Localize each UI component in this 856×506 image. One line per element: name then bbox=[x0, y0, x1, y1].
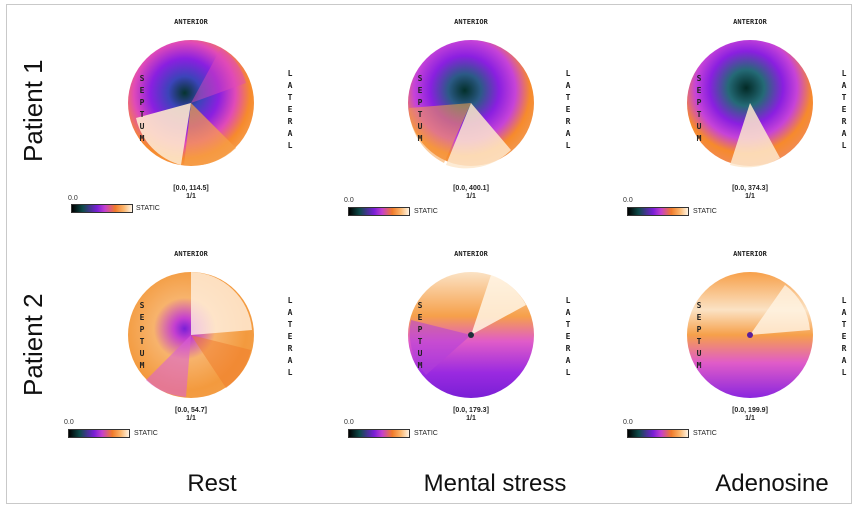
scale-min-value: 0.0 bbox=[623, 419, 633, 426]
polar-map-panel: ANTERIOR SEPTUM LATERAL [0.0, 400.1] 1/1… bbox=[344, 18, 570, 228]
row-label-patient-1: Patient 1 bbox=[18, 59, 48, 162]
anterior-label: ANTERIOR bbox=[454, 18, 488, 26]
scale-min-value: 0.0 bbox=[68, 195, 78, 202]
septum-label: SEPTUM bbox=[139, 74, 145, 143]
colorbar-caption: STATIC bbox=[134, 430, 158, 437]
polar-map-panel: ANTERIOR SEPTUM LATERAL [0.0, 54.7] 1/1 … bbox=[64, 250, 292, 460]
anterior-label: ANTERIOR bbox=[174, 18, 208, 26]
lateral-label: LATERAL bbox=[287, 69, 293, 150]
anterior-label: ANTERIOR bbox=[733, 250, 767, 258]
column-label-mental-stress: Mental stress bbox=[423, 470, 567, 497]
anterior-label: ANTERIOR bbox=[454, 250, 488, 258]
polar-map-image bbox=[128, 272, 254, 398]
colorbar bbox=[348, 429, 410, 438]
septum-label: SEPTUM bbox=[139, 301, 145, 370]
colorbar-caption: STATIC bbox=[693, 208, 717, 215]
colorbar bbox=[627, 429, 689, 438]
frame-value: 1/1 bbox=[466, 193, 476, 200]
scale-min-value: 0.0 bbox=[344, 197, 354, 204]
polar-map-image bbox=[128, 40, 254, 166]
septum-label: SEPTUM bbox=[696, 301, 702, 370]
range-value: [0.0, 179.3] bbox=[453, 407, 489, 414]
scale-min-value: 0.0 bbox=[344, 419, 354, 426]
septum-label: SEPTUM bbox=[417, 74, 423, 143]
range-value: [0.0, 54.7] bbox=[175, 407, 207, 414]
polar-map-image bbox=[687, 272, 813, 398]
lateral-label: LATERAL bbox=[565, 69, 571, 150]
colorbar-caption: STATIC bbox=[414, 208, 438, 215]
polar-map-panel: ANTERIOR SEPTUM LATERAL [0.0, 114.5] 1/1… bbox=[68, 18, 292, 228]
colorbar-caption: STATIC bbox=[693, 430, 717, 437]
polar-map-image bbox=[687, 40, 813, 168]
colorbar-caption: STATIC bbox=[136, 205, 160, 212]
frame-value: 1/1 bbox=[466, 415, 476, 422]
colorbar bbox=[68, 429, 130, 438]
frame-value: 1/1 bbox=[745, 193, 755, 200]
polar-map-panel: ANTERIOR SEPTUM LATERAL [0.0, 179.3] 1/1… bbox=[344, 250, 570, 460]
range-value: [0.0, 199.9] bbox=[732, 407, 768, 414]
lateral-label: LATERAL bbox=[565, 296, 571, 377]
frame-value: 1/1 bbox=[186, 415, 196, 422]
septum-label: SEPTUM bbox=[417, 301, 423, 370]
scale-min-value: 0.0 bbox=[623, 197, 633, 204]
column-label-rest: Rest bbox=[187, 470, 237, 497]
lateral-label: LATERAL bbox=[287, 296, 293, 377]
column-label-adenosine: Adenosine bbox=[715, 470, 829, 497]
polar-map-panel: ANTERIOR SEPTUM LATERAL [0.0, 199.9] 1/1… bbox=[623, 250, 846, 460]
lateral-label: LATERAL bbox=[841, 296, 847, 377]
range-value: [0.0, 374.3] bbox=[732, 185, 768, 192]
lateral-label: LATERAL bbox=[841, 69, 847, 150]
colorbar-caption: STATIC bbox=[414, 430, 438, 437]
colorbar bbox=[348, 207, 410, 216]
anterior-label: ANTERIOR bbox=[733, 18, 767, 26]
anterior-label: ANTERIOR bbox=[174, 250, 208, 258]
polar-map-image bbox=[408, 40, 534, 169]
frame-value: 1/1 bbox=[186, 193, 196, 200]
polar-map-image bbox=[408, 272, 534, 398]
colorbar bbox=[71, 204, 133, 213]
scale-min-value: 0.0 bbox=[64, 419, 74, 426]
colorbar bbox=[627, 207, 689, 216]
figure-frame bbox=[6, 4, 852, 504]
septum-label: SEPTUM bbox=[696, 74, 702, 143]
range-value: [0.0, 114.5] bbox=[173, 185, 209, 192]
polar-map-panel: ANTERIOR SEPTUM LATERAL [0.0, 374.3] 1/1… bbox=[623, 18, 846, 228]
frame-value: 1/1 bbox=[745, 415, 755, 422]
row-label-patient-2: Patient 2 bbox=[18, 293, 48, 396]
range-value: [0.0, 400.1] bbox=[453, 185, 489, 192]
